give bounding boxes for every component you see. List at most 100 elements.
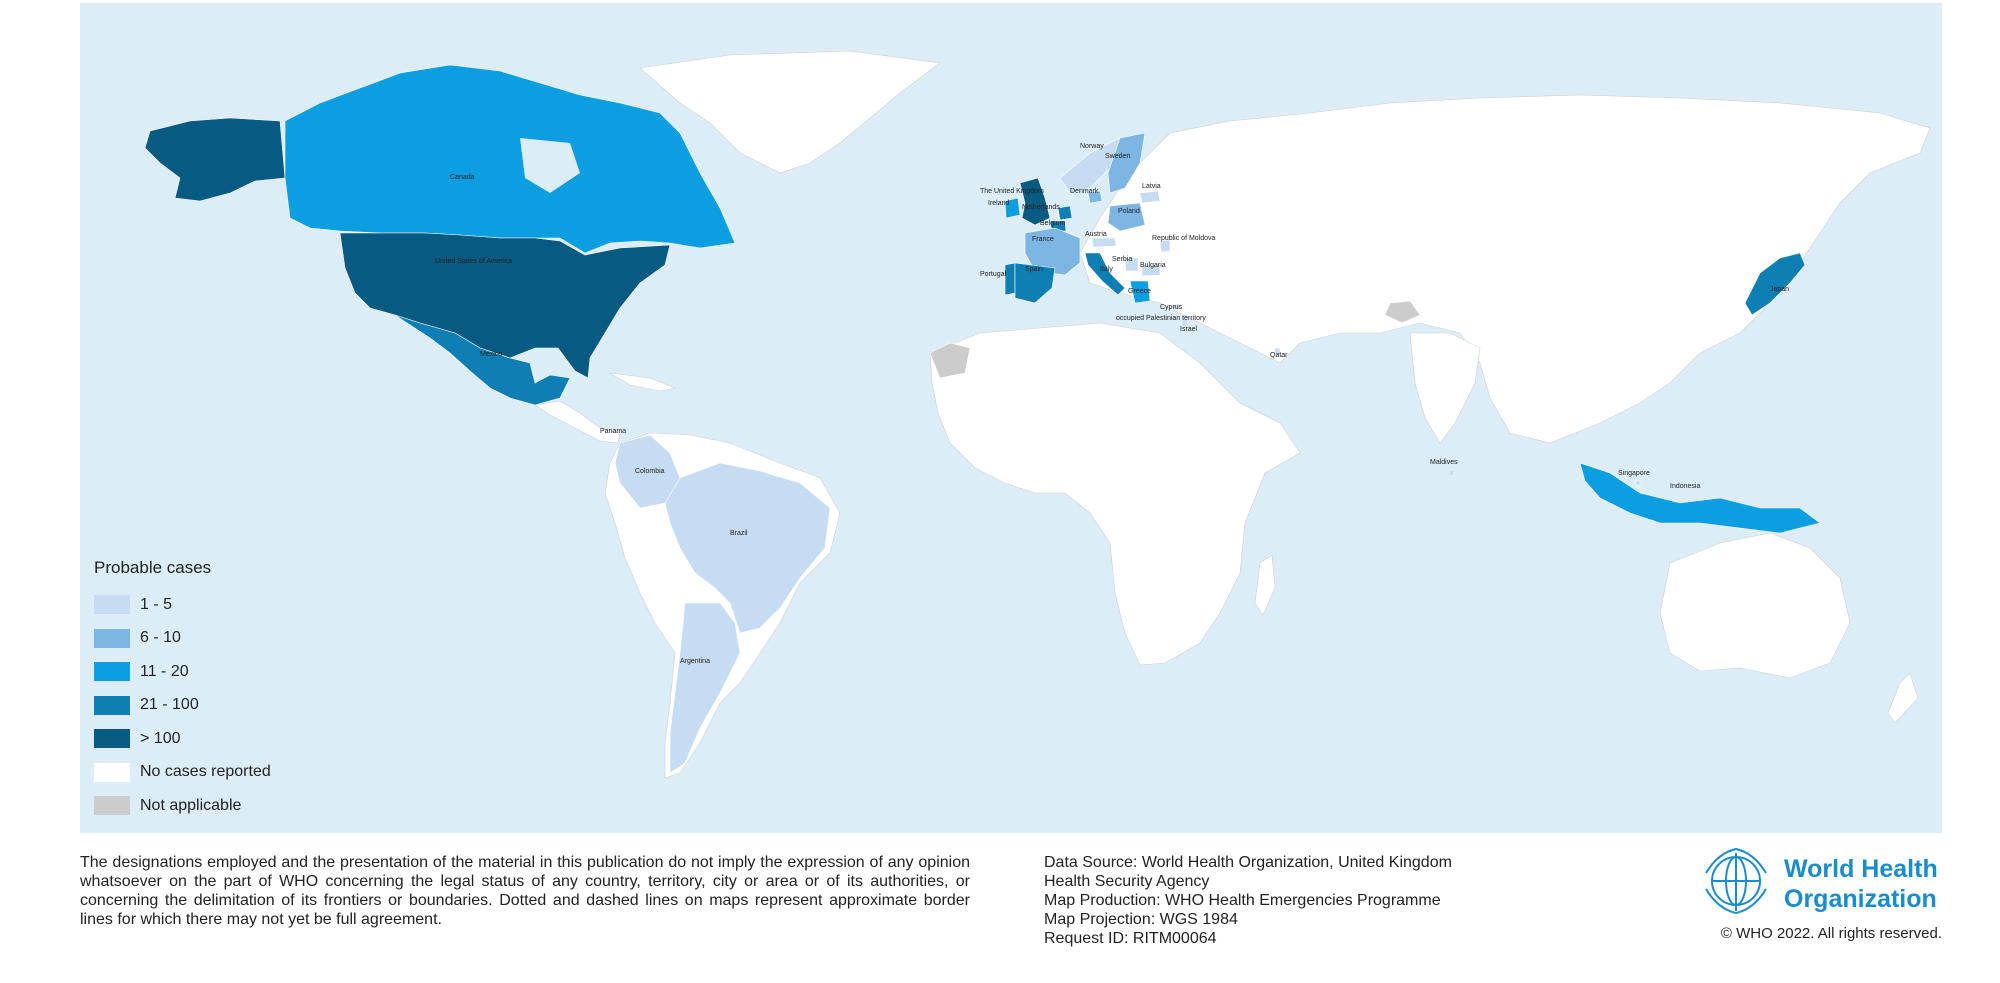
country-argentina [669,602,741,774]
country-uk [1019,177,1051,226]
source-line: Data Source: World Health Organization, … [1044,854,1452,871]
who-logo-line1: World Health [1784,855,1938,883]
hudson-bay [520,138,580,193]
country-label: Sweden [1105,153,1130,160]
western-sahara [929,342,971,379]
country-greece [1129,280,1151,304]
country-label: Poland [1118,208,1140,215]
country-labels: Canada United States of America Mexico Pana… [435,143,1789,665]
country-label: France [1032,236,1054,243]
country-austria [1091,237,1117,248]
country-japan [1744,252,1806,316]
legend-label: No cases reported [140,763,271,781]
source-line: Request ID: RITM00064 [1044,930,1217,947]
country-indonesia [1579,462,1821,534]
country-label: The United Kingdom [980,188,1044,195]
country-label: Latvia [1142,183,1161,190]
country-alaska [144,117,286,202]
country-label: Israel [1180,326,1198,333]
country-label: Austria [1085,231,1107,238]
country-label: Brazil [730,530,748,537]
legend-swatch [94,662,130,682]
new-zealand [1887,672,1919,724]
legend-label: 11 - 20 [140,662,189,680]
not-applicable-region [1384,300,1421,324]
india [1409,332,1481,444]
country-label: Qatar [1270,352,1288,359]
country-label: Spain [1025,266,1043,273]
country-label: Singapore [1618,470,1650,477]
legend-item: 21 - 100 [94,689,271,723]
map-frame: Canada United States of America Mexico Pana… [80,3,1942,833]
country-label: Serbia [1112,256,1132,263]
country-label: Norway [1080,143,1104,150]
country-label: Japan [1770,286,1789,293]
country-label: occupied Palestinian territory [1116,315,1206,322]
legend-item: 6 - 10 [94,622,271,656]
country-label: Ireland [988,200,1010,207]
country-italy [1084,252,1126,296]
country-singapore [1635,480,1641,486]
country-label: Denmark [1070,188,1099,195]
country-serbia [1124,257,1139,272]
legend-swatch [94,796,130,816]
legend: Probable cases 1 - 5 6 - 10 11 - 20 21 - 10… [94,558,271,823]
legend-item: 1 - 5 [94,588,271,622]
madagascar [1254,554,1276,616]
country-spain [1014,262,1056,304]
country-label: Maldives [1430,459,1458,466]
country-maldives [1450,471,1453,475]
source-line: Health Security Agency [1044,873,1210,890]
country-label: Netherlands [1022,204,1060,211]
country-label: Colombia [635,468,665,475]
country-label: Portugal [980,271,1007,278]
legend-label: 6 - 10 [140,629,181,647]
country-portugal [1004,262,1016,296]
country-sweden [1107,132,1146,194]
legend-swatch [94,595,130,615]
source-line: Map Production: WHO Health Emergencies P… [1044,892,1441,909]
legend-swatch [94,695,130,715]
country-label: Argentina [680,658,710,665]
country-label: Italy [1100,266,1113,273]
africa [929,322,1301,666]
country-label: Belgium [1040,220,1065,227]
legend-item: > 100 [94,722,271,756]
country-label: United States of America [435,258,512,265]
legend-item: 11 - 20 [94,655,271,689]
country-denmark [1087,190,1103,204]
legend-items: 1 - 5 6 - 10 11 - 20 21 - 100 > 100 No cases … [94,588,271,823]
legend-label: Not applicable [140,796,242,814]
australia [1659,532,1851,679]
country-latvia [1139,190,1161,204]
source-line: Map Projection: WGS 1984 [1044,911,1238,928]
eurasia [1079,94,1931,444]
legend-label: 21 - 100 [140,696,199,714]
legend-item: Not applicable [94,789,271,823]
country-qatar [1274,347,1281,356]
country-moldova [1159,239,1171,253]
country-israel [1181,314,1188,328]
greenland [639,50,941,174]
country-ireland [1004,197,1021,219]
country-label: Indonesia [1670,483,1700,490]
legend-swatch [94,729,130,749]
country-canada [284,64,736,254]
country-label: Bulgaria [1140,262,1166,269]
legend-label: 1 - 5 [140,595,173,613]
legend-swatch [94,762,130,782]
legend-item: No cases reported [94,756,271,790]
who-logo: World Health Organization [1705,847,1938,915]
country-label: Cyprus [1160,304,1183,311]
copyright: © WHO 2022. All rights reserved. [1720,925,1942,942]
country-mexico [394,314,571,406]
country-label: Republic of Moldova [1152,235,1216,242]
country-bulgaria [1141,264,1161,277]
central-america [534,400,621,444]
country-label: Canada [450,174,475,181]
source-info: Data Source: World Health Organization, … [1044,853,1504,948]
disclaimer-text: The designations employed and the presen… [80,854,970,928]
world-map: Canada United States of America Mexico Pana… [80,3,1942,833]
who-emblem-icon [1705,847,1767,915]
legend-title: Probable cases [94,558,212,577]
